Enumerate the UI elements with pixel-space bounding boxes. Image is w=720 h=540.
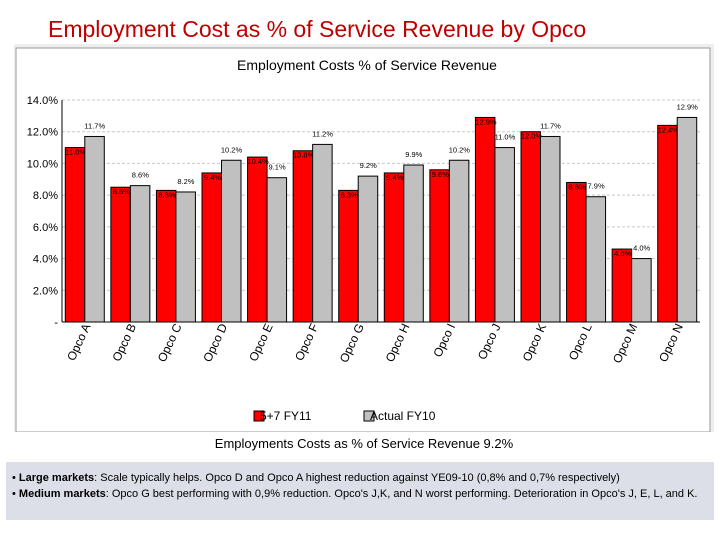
- data-label: 8.2%: [177, 177, 194, 186]
- data-label: 9.4%: [204, 173, 221, 182]
- data-label: 9.4%: [386, 173, 403, 182]
- data-label: 9.2%: [360, 161, 377, 170]
- data-label: 12.4%: [658, 125, 680, 134]
- y-tick-label: 6.0%: [33, 222, 58, 234]
- bar-fy10: [312, 143, 333, 323]
- data-label: 12.0%: [521, 132, 543, 141]
- bar-fy10: [631, 258, 652, 323]
- y-tick-label: 8.0%: [33, 190, 58, 202]
- data-label: 9.9%: [405, 150, 422, 159]
- legend-label: 5+7 FY11: [260, 409, 312, 423]
- data-label: 9.6%: [432, 170, 449, 179]
- y-tick-label: 4.0%: [33, 254, 58, 266]
- data-label: 11.0%: [65, 148, 86, 157]
- note-text: : Scale typically helps. Opco D and Opco…: [94, 472, 620, 484]
- y-tick-label: 10.0%: [27, 158, 58, 170]
- data-label: 11.7%: [84, 121, 105, 130]
- bar-fy11: [566, 181, 587, 323]
- data-label: 10.4%: [247, 157, 269, 166]
- data-label: 10.2%: [449, 145, 471, 154]
- data-label: 11.7%: [540, 121, 561, 130]
- legend-swatch: [253, 410, 265, 422]
- data-label: 8.8%: [569, 182, 586, 191]
- summary-text: Employments Costs as % of Service Revenu…: [214, 436, 514, 451]
- bar-fy11: [383, 172, 405, 323]
- bar-fy11: [520, 131, 541, 323]
- bar-fy10: [448, 159, 470, 323]
- bar-fy10: [221, 159, 242, 323]
- bar-fy10: [266, 177, 288, 323]
- note-bullet: •: [12, 472, 16, 484]
- bar-fy10: [357, 175, 379, 323]
- data-label: 8.5%: [113, 187, 130, 196]
- legend-label: Actual FY10: [370, 409, 436, 423]
- bar-fy11: [292, 150, 314, 323]
- note-bullet: •: [12, 488, 16, 500]
- bar-fy10: [84, 135, 105, 323]
- note-heading: Large markets: [18, 472, 95, 484]
- bar-fy11: [155, 189, 177, 323]
- data-label: 8.3%: [341, 190, 358, 199]
- bar-fy10: [129, 185, 151, 323]
- bar-fy11: [338, 189, 359, 323]
- bar-fy11: [247, 156, 268, 323]
- data-label: 12.9%: [475, 117, 497, 126]
- data-label: 8.6%: [132, 171, 149, 180]
- data-label: 11.0%: [495, 133, 516, 142]
- y-tick-label: 2.0%: [33, 285, 58, 297]
- data-label: 9.1%: [269, 163, 286, 172]
- bar-chart: Employment Costs % of Service Revenue - 2.…: [15, 47, 711, 432]
- y-tick-label: -: [54, 317, 58, 329]
- bar-fy11: [429, 169, 450, 323]
- data-label: 11.2%: [312, 129, 333, 138]
- bar-fy11: [64, 147, 86, 323]
- bar-fy11: [110, 186, 131, 323]
- bar-fy10: [403, 164, 424, 323]
- bar-fy11: [611, 248, 633, 323]
- note-heading: Medium markets: [18, 488, 106, 500]
- note-medium-markets: • Medium markets: Opco G best performing…: [12, 486, 708, 502]
- chart-title: Employment Costs % of Service Revenue: [237, 57, 497, 73]
- chart-panel: Employment Costs % of Service Revenue - 2.…: [14, 44, 714, 432]
- data-label: 10.8%: [293, 151, 315, 160]
- data-label: 4.6%: [614, 249, 631, 258]
- bar-fy11: [657, 124, 678, 323]
- data-label: 10.2%: [221, 145, 243, 154]
- y-tick-label: 14.0%: [27, 95, 58, 107]
- data-label: 8.3%: [158, 190, 175, 199]
- legend-swatch: [363, 410, 375, 422]
- bar-fy10: [676, 116, 698, 323]
- bar-fy10: [585, 196, 607, 323]
- slide-title: Employment Cost as % of Service Revenue …: [48, 14, 688, 46]
- bar-fy10: [175, 191, 196, 323]
- data-label: 7.9%: [588, 182, 605, 191]
- bar-fy10: [540, 135, 561, 323]
- bar-fy10: [494, 147, 515, 323]
- data-label: 4.0%: [633, 244, 650, 253]
- y-tick-label: 12.0%: [27, 127, 58, 139]
- note-text: : Opco G best performing with 0,9% reduc…: [105, 488, 698, 500]
- notes-box: • Large markets: Scale typically helps. …: [6, 462, 714, 520]
- data-label: 12.9%: [677, 102, 699, 111]
- bar-fy11: [201, 172, 222, 323]
- note-large-markets: • Large markets: Scale typically helps. …: [12, 470, 708, 486]
- bar-fy11: [474, 116, 496, 323]
